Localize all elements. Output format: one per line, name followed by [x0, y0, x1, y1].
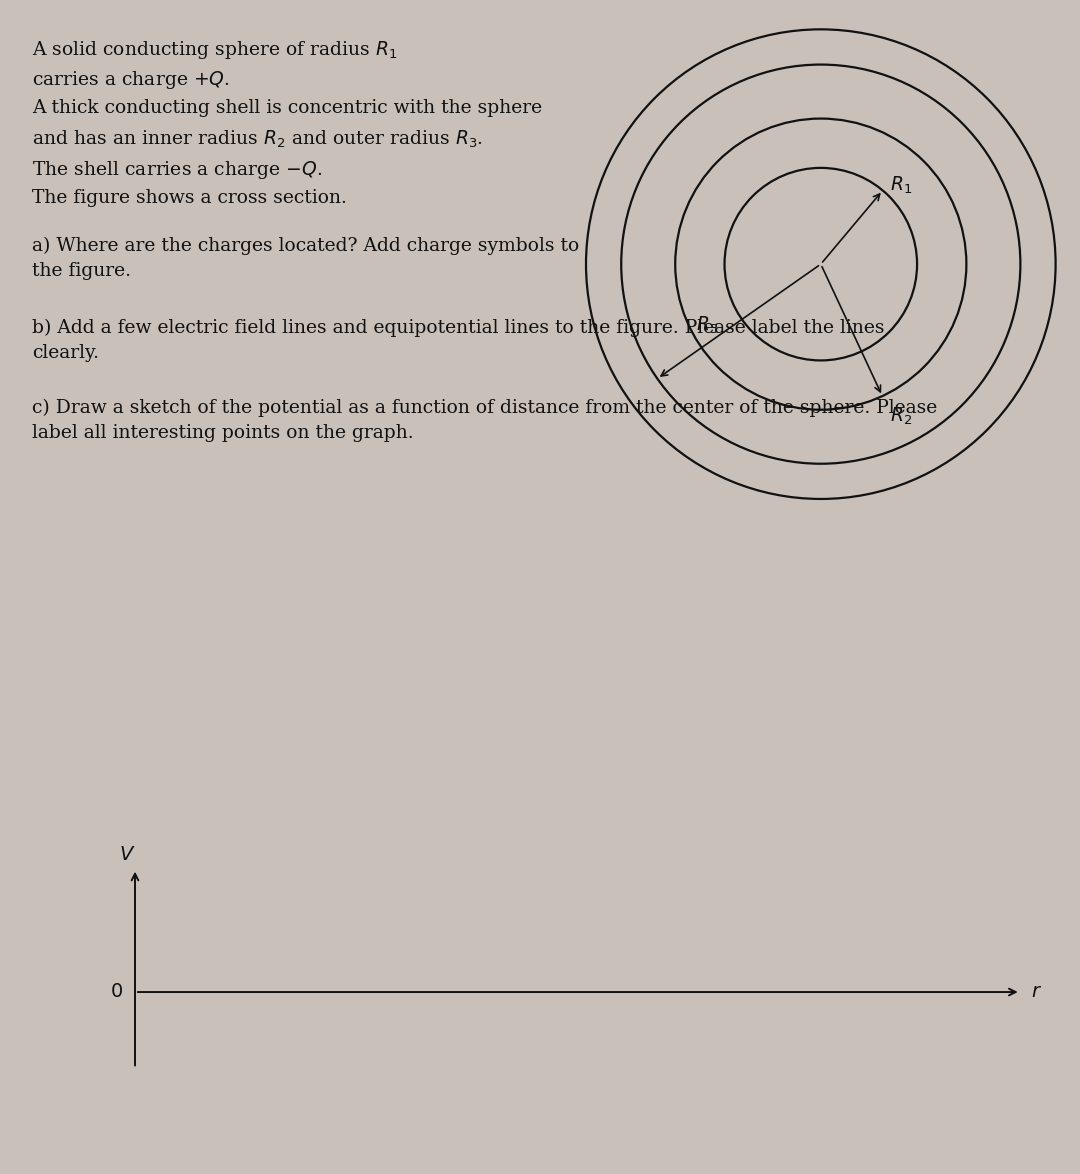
- Text: c) Draw a sketch of the potential as a function of distance from the center of t: c) Draw a sketch of the potential as a f…: [32, 399, 937, 443]
- Text: and has an inner radius $R_2$ and outer radius $R_3$.: and has an inner radius $R_2$ and outer …: [32, 129, 483, 150]
- Text: $0$: $0$: [110, 983, 123, 1001]
- Text: carries a charge $+Q$.: carries a charge $+Q$.: [32, 69, 230, 92]
- Text: $R_2$: $R_2$: [890, 406, 913, 427]
- Text: b) Add a few electric field lines and equipotential lines to the figure. Please : b) Add a few electric field lines and eq…: [32, 319, 885, 363]
- Text: The figure shows a cross section.: The figure shows a cross section.: [32, 189, 347, 207]
- Text: $R_1$: $R_1$: [890, 175, 912, 196]
- Text: $R_3$: $R_3$: [696, 315, 718, 336]
- Text: A thick conducting shell is concentric with the sphere: A thick conducting shell is concentric w…: [32, 99, 542, 117]
- Text: The shell carries a charge $-Q$.: The shell carries a charge $-Q$.: [32, 158, 322, 181]
- Text: a) Where are the charges located? Add charge symbols to
the figure.: a) Where are the charges located? Add ch…: [32, 237, 579, 281]
- Text: $r$: $r$: [1030, 983, 1041, 1001]
- Text: $V$: $V$: [119, 845, 135, 864]
- Text: A solid conducting sphere of radius $R_1$: A solid conducting sphere of radius $R_1…: [32, 39, 397, 61]
